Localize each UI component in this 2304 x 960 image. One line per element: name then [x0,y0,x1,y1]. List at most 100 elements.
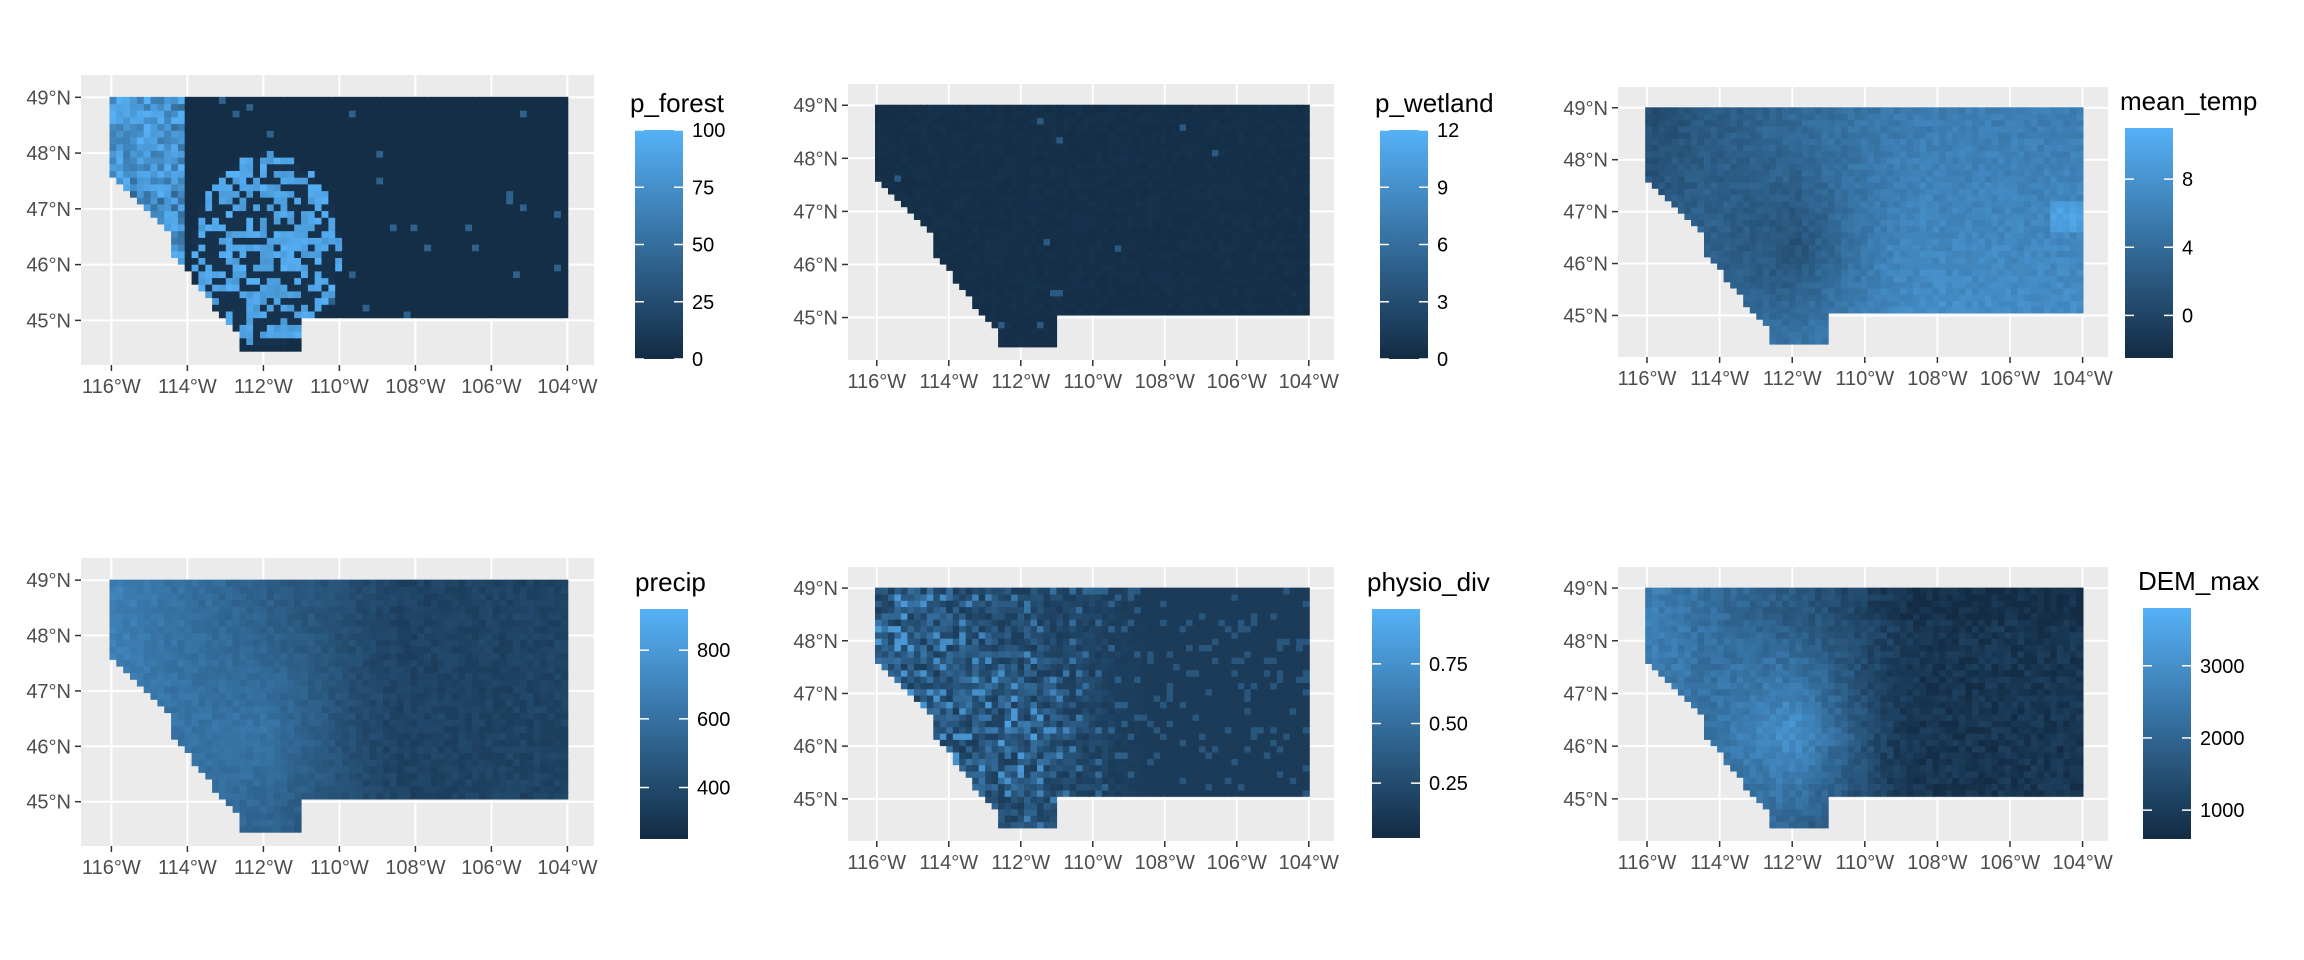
raster-cell [1218,238,1226,246]
raster-cell [1743,269,1751,277]
raster-cell [554,244,562,252]
raster-cell [396,230,405,238]
raster-cell [1134,142,1142,150]
raster-cell [191,103,199,111]
raster-cell [1769,231,1777,239]
raster-cell [1769,238,1777,245]
raster-cell [1024,136,1032,144]
raster-cell [239,310,247,319]
raster-cell [875,174,883,182]
raster-cell [1127,276,1135,284]
raster-cell [540,116,548,125]
raster-cell [164,177,172,185]
raster-cell [998,206,1006,214]
raster-cell [1645,132,1653,139]
raster-cell [1030,193,1038,201]
raster-cell [246,331,254,339]
raster-cell [1743,107,1751,115]
raster-cell [232,197,240,205]
raster-cell [239,284,247,292]
raster-cell [335,223,343,232]
raster-cell [1651,163,1659,171]
raster-cell [1815,238,1823,245]
raster-cell [1775,138,1783,146]
raster-cell [519,270,528,279]
raster-cell [1302,283,1310,290]
raster-cell [519,244,528,252]
raster-cell [985,193,993,201]
raster-cell [478,103,487,111]
x-tick-label: 106°W [1207,371,1267,393]
raster-cell [273,210,282,218]
raster-cell [1095,104,1103,112]
raster-cell [1011,327,1019,335]
raster-cell [1121,168,1129,176]
raster-cell [1704,132,1712,139]
raster-cell [355,270,364,279]
raster-cell [239,223,247,232]
raster-cell [465,264,473,272]
raster-cell [225,217,234,225]
raster-cell [424,116,432,125]
raster-cell [1808,256,1816,264]
raster-cell [1004,213,1012,220]
raster-cell [547,203,555,212]
raster-cell [348,210,357,218]
raster-cell [1108,142,1116,150]
raster-cell [205,130,213,138]
raster-cell [1289,206,1297,214]
raster-cell [952,251,960,259]
raster-cell [478,96,487,105]
raster-cell [191,203,199,212]
raster-cell [369,210,377,218]
raster-cell [403,277,411,285]
raster-cell [1166,263,1174,271]
raster-cell [1795,150,1803,158]
raster-cell [191,197,199,205]
raster-cell [1160,174,1168,182]
raster-cell [1114,289,1122,297]
raster-cell [321,270,329,279]
raster-cell [1762,312,1770,320]
raster-cell [1283,193,1291,201]
raster-cell [396,197,405,205]
raster-cell [383,284,391,292]
raster-cell [212,290,220,299]
raster-cell [1160,251,1168,259]
raster-cell [965,149,973,157]
raster-cell [1789,194,1797,202]
raster-cell [444,116,453,125]
raster-cell [1717,175,1725,183]
raster-cell [1121,238,1129,246]
raster-cell [1043,206,1051,214]
raster-cell [1056,200,1064,208]
raster-cell [348,123,357,131]
raster-cell [287,110,295,118]
raster-cell [1756,182,1764,189]
raster-cell [403,270,411,279]
raster-cell [444,143,453,151]
raster-cell [389,217,398,225]
raster-cell [1756,238,1764,245]
raster-cell [1775,119,1783,127]
raster-cell [1231,187,1239,195]
raster-cell [1802,337,1810,345]
raster-cell [1717,194,1725,202]
raster-cell [1050,155,1058,163]
raster-cell [499,230,507,238]
raster-cell [212,250,220,258]
raster-cell [513,177,521,185]
raster-cell [1218,117,1226,125]
raster-cell [513,223,521,232]
raster-cell [1199,238,1207,246]
raster-cell [451,304,459,312]
raster-cell [540,197,548,205]
raster-cell [273,123,282,131]
raster-cell [287,297,295,305]
raster-cell [424,290,432,299]
raster-cell [926,206,934,214]
raster-cell [540,250,548,258]
raster-cell [458,96,466,105]
raster-cell [369,223,377,232]
raster-cell [1756,132,1764,139]
